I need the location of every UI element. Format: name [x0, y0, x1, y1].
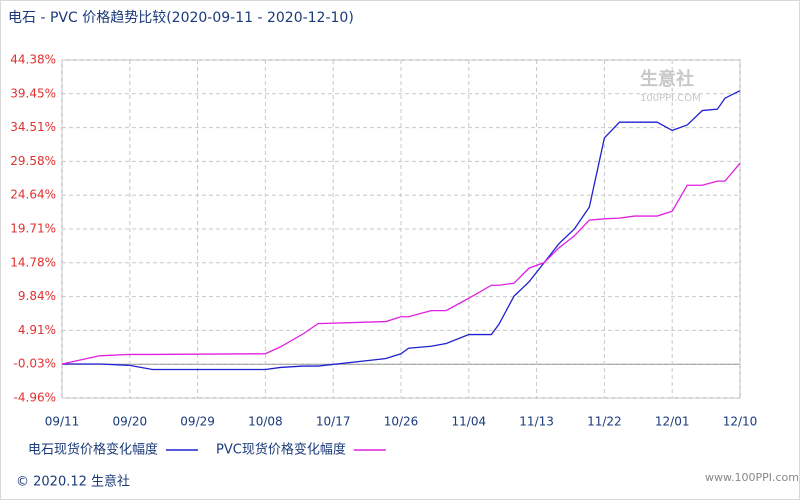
- x-tick-label: 09/29: [180, 415, 215, 429]
- y-tick-label: 19.71%: [10, 222, 56, 236]
- y-tick-label: 9.84%: [18, 289, 56, 303]
- logo-url: 100PPI.COM: [640, 93, 701, 104]
- x-tick-label: 12/01: [655, 415, 690, 429]
- legend-label: PVC现货价格变化幅度: [216, 442, 346, 458]
- x-tick-label: 11/22: [587, 415, 622, 429]
- y-tick-label: 44.38%: [10, 53, 56, 67]
- series-line: [62, 90, 741, 371]
- y-tick-label: -0.03%: [14, 357, 56, 371]
- y-tick-label: 34.51%: [10, 120, 56, 134]
- y-tick-label: 4.91%: [18, 323, 56, 337]
- y-tick-label: 14.78%: [10, 255, 56, 269]
- x-tick-label: 11/13: [519, 415, 554, 429]
- legend-label: 电石现货价格变化幅度: [28, 442, 158, 458]
- logo: 生意社: [640, 68, 694, 90]
- footer: © 2020.12 生意社: [16, 474, 130, 490]
- y-tick-label: -4.96%: [14, 391, 56, 405]
- x-tick-label: 09/20: [113, 415, 148, 429]
- x-tick-label: 09/11: [45, 415, 80, 429]
- y-tick-label: 39.45%: [10, 86, 56, 100]
- watermark: www.100PPI.com: [705, 471, 799, 484]
- x-tick-label: 10/26: [384, 415, 419, 429]
- y-tick-label: 24.64%: [10, 188, 56, 202]
- x-tick-label: 12/10: [723, 415, 758, 429]
- series-line: [61, 162, 741, 365]
- y-tick-label: 29.58%: [10, 154, 56, 168]
- chart-title: 电石 - PVC 价格趋势比较(2020-09-11 - 2020-12-10): [8, 10, 354, 26]
- x-tick-label: 10/17: [316, 415, 351, 429]
- x-tick-label: 10/08: [248, 415, 283, 429]
- x-tick-label: 11/04: [452, 415, 487, 429]
